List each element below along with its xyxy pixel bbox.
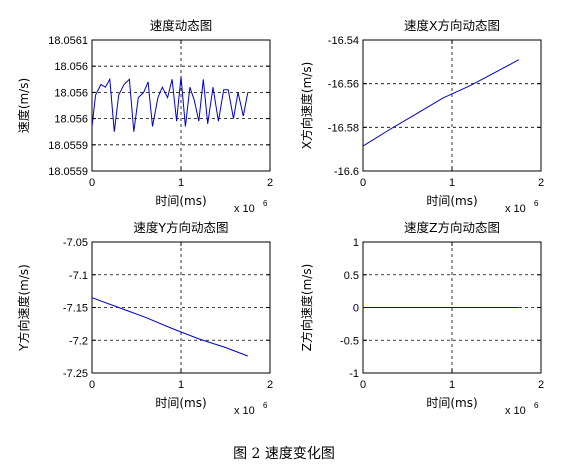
chart4-y-tick-label: -0.5: [340, 335, 359, 347]
chart2-x-tick-label: 2: [538, 177, 544, 189]
chart4-x-multiplier-exponent: 6: [534, 401, 539, 410]
chart2-y-tick-label: -16.54: [328, 35, 359, 47]
chart3-y-axis-label: Y方向速度(m/s): [16, 264, 31, 352]
chart1-y-axis-label: 速度(m/s): [16, 78, 31, 133]
chart3-y-tick-label: -7.2: [69, 335, 88, 347]
chart4-y-tick-label: -1: [349, 368, 359, 380]
chart4-title: 速度Z方向动态图: [404, 220, 500, 235]
chart3-x-axis-label: 时间(ms): [155, 396, 206, 410]
chart4-x-tick-label: 0: [360, 379, 366, 391]
chart2-x-multiplier: x 10: [505, 203, 526, 215]
chart4-y-tick-label: 0.5: [344, 270, 359, 282]
chart3-x-multiplier: x 10: [234, 405, 255, 417]
chart1-y-tick-label: 18.056: [54, 114, 88, 126]
chart1-y-tick-label: 18.056: [54, 87, 88, 99]
chart1-series-line: [91, 76, 249, 132]
figure-caption: 图 2 速度变化图: [233, 446, 335, 462]
chart1-y-tick-label: 18.0559: [48, 140, 88, 152]
chart1-x-axis-label: 时间(ms): [155, 194, 206, 208]
chart2-y-tick-label: -16.6: [334, 166, 359, 178]
chart3-x-multiplier-exponent: 6: [263, 401, 268, 410]
chart4-x-tick-label: 1: [449, 379, 455, 391]
chart4-y-axis-label: Z方向速度(m/s): [299, 264, 314, 352]
chart1-x-tick-label: 2: [267, 177, 273, 189]
chart1-y-tick-label: 18.0561: [48, 35, 88, 47]
chart2-x-tick-label: 1: [449, 177, 455, 189]
chart4-x-axis-label: 时间(ms): [426, 396, 477, 410]
chart1-x-tick-label: 0: [89, 177, 95, 189]
chart3-y-tick-label: -7.15: [63, 303, 88, 315]
chart2-y-tick-label: -16.58: [328, 122, 359, 134]
chart1-x-multiplier-exponent: 6: [263, 199, 268, 208]
chart3-x-tick-label: 0: [89, 379, 95, 391]
chart1-x-tick-label: 1: [178, 177, 184, 189]
chart2-title: 速度X方向动态图: [404, 18, 500, 33]
chart3-y-tick-label: -7.25: [63, 368, 88, 380]
chart2-x-multiplier-exponent: 6: [534, 199, 539, 208]
chart3-x-tick-label: 2: [267, 379, 273, 391]
chart1-y-tick-label: 18.0559: [48, 166, 88, 178]
chart3-x-tick-label: 1: [178, 379, 184, 391]
chart3-series-line: [91, 297, 248, 357]
chart4-y-tick-label: 0: [353, 303, 359, 315]
chart1-title: 速度动态图: [150, 18, 213, 33]
chart3-y-tick-label: -7.05: [63, 237, 88, 249]
chart2-y-axis-label: X方向速度(m/s): [299, 62, 314, 150]
chart4-y-tick-label: 1: [353, 237, 359, 249]
chart1-y-tick-label: 18.056: [54, 61, 88, 73]
chart2-x-axis-label: 时间(ms): [426, 194, 477, 208]
chart3-title: 速度Y方向动态图: [133, 220, 228, 235]
chart4-x-multiplier: x 10: [505, 405, 526, 417]
chart1-x-multiplier: x 10: [234, 203, 255, 215]
chart2-x-tick-label: 0: [360, 177, 366, 189]
chart3-y-tick-label: -7.1: [69, 270, 88, 282]
chart2-y-tick-label: -16.56: [328, 79, 359, 91]
chart2-series-line: [362, 59, 520, 147]
chart4-x-tick-label: 2: [538, 379, 544, 391]
